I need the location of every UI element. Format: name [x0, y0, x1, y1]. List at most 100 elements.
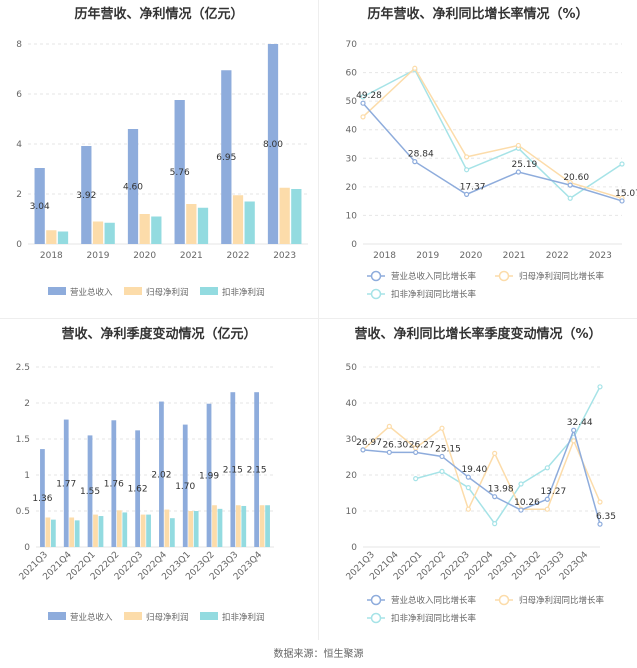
quarterly-revenue-profit-svg: 营收、净利季度变动情况（亿元）00.511.522.52021Q32021Q42… [16, 326, 274, 623]
bar [159, 401, 164, 547]
bar [265, 505, 270, 547]
series-line [362, 427, 601, 525]
data-point [360, 100, 366, 106]
chart-title: 历年营收、净利同比增长率情况（%） [367, 6, 588, 22]
data-point [464, 154, 470, 160]
y-tick-label: 30 [346, 435, 358, 445]
x-tick-label: 2019 [416, 251, 439, 261]
annual-growth-rate-svg: 历年营收、净利同比增长率情况（%） 0 10 20 30 40 50 60 70 2018 2019… [346, 6, 637, 300]
quarterly-growth-rate-chart: 营收、净利同比增长率季度变动情况（%） 0 10 20 30 40 50 2021Q3 2021… [319, 320, 637, 638]
legend-marker [498, 270, 510, 282]
x-tick-label: 2023 [589, 251, 612, 261]
bar [188, 511, 194, 547]
data-label: 6.35 [596, 512, 616, 522]
x-tick-label: 2018 [40, 251, 63, 261]
legend-swatch [200, 612, 218, 620]
bar [197, 207, 209, 244]
data-point [412, 159, 418, 165]
data-point [413, 476, 419, 482]
legend-label: 营业总收入同比增长率 [391, 271, 477, 282]
y-tick-label: 1 [24, 471, 30, 481]
bar [81, 146, 92, 244]
legend-label: 扣非净利润同比增长率 [391, 289, 477, 300]
bar [259, 505, 265, 547]
bar [34, 168, 45, 244]
legend-marker [370, 612, 382, 624]
data-label: 1.62 [128, 485, 148, 495]
bar [139, 214, 150, 244]
data-point [439, 468, 445, 474]
bar [244, 201, 255, 244]
data-point [439, 425, 445, 431]
y-tick-label: 10 [346, 507, 358, 517]
data-label: 13.27 [540, 487, 566, 497]
series-line [362, 68, 623, 200]
x-tick-label: 2019 [87, 251, 110, 261]
legend-label: 归母净利润 [146, 287, 189, 298]
data-label: 2.15 [247, 466, 267, 476]
data-point [567, 182, 573, 188]
bar [254, 392, 260, 547]
legend-marker [498, 594, 510, 606]
bar [111, 420, 117, 547]
data-point [464, 167, 470, 173]
y-tick-label: 70 [346, 40, 358, 50]
legend-swatch [48, 287, 66, 295]
x-tick-label: 2020 [133, 251, 156, 261]
bar [45, 517, 51, 547]
bar [46, 230, 57, 244]
legend-swatch [48, 612, 66, 620]
y-tick-label: 2 [16, 190, 22, 200]
data-point [492, 521, 498, 527]
data-label: 1.55 [80, 487, 100, 497]
bar [135, 430, 141, 547]
data-point [619, 198, 625, 204]
y-tick-label: 0 [24, 543, 30, 553]
legend-swatch [124, 287, 142, 295]
series-line [362, 67, 623, 200]
chart-title: 营收、净利同比增长率季度变动情况（%） [354, 326, 601, 342]
data-label: 6.95 [216, 153, 236, 163]
annual-growth-rate-chart: 历年营收、净利同比增长率情况（%） 0 10 20 30 40 50 60 70 2018 2019… [319, 0, 637, 318]
legend-label: 扣非净利润 [222, 287, 265, 298]
bar [122, 512, 128, 547]
y-tick-label: 10 [346, 211, 358, 221]
y-tick-label: 4 [16, 140, 22, 150]
bar [217, 508, 223, 547]
bar [146, 514, 151, 547]
bar [279, 187, 290, 244]
x-tick-label: 2022 [227, 251, 250, 261]
data-label: 1.99 [199, 471, 219, 481]
y-tick-label: 6 [16, 90, 22, 100]
bar [164, 509, 170, 547]
horizontal-divider [0, 318, 637, 319]
x-tick-label: 2020 [459, 251, 482, 261]
data-point [571, 427, 577, 433]
bar [116, 510, 122, 547]
data-point [597, 521, 603, 527]
bar [193, 511, 199, 547]
data-point [360, 94, 366, 100]
data-point [544, 506, 550, 512]
data-point [515, 142, 521, 149]
chart-title: 历年营收、净利情况（亿元） [74, 6, 243, 22]
y-tick-label: 50 [346, 363, 358, 373]
legend-label: 归母净利润同比增长率 [519, 271, 605, 282]
data-point [619, 161, 625, 167]
x-tick-label: 2018 [373, 251, 396, 261]
data-point [518, 507, 524, 513]
y-tick-label: 60 [346, 69, 358, 79]
x-tick-label: 2022 [546, 251, 569, 261]
y-tick-label: 20 [346, 183, 358, 193]
data-point [515, 169, 521, 175]
data-label: 28.84 [408, 150, 434, 160]
x-tick-label: 2021 [503, 251, 526, 261]
legend-marker [370, 594, 382, 606]
data-label: 1.77 [56, 479, 76, 489]
series-line [362, 102, 623, 202]
data-label: 3.92 [76, 191, 96, 201]
bar [87, 435, 93, 547]
bar [212, 505, 217, 547]
quarterly-revenue-profit-chart: 营收、净利季度变动情况（亿元） 0 0.5 1 1.5 2 2.5 2021Q3 2021Q4 2… [0, 320, 318, 638]
bar [169, 518, 175, 547]
